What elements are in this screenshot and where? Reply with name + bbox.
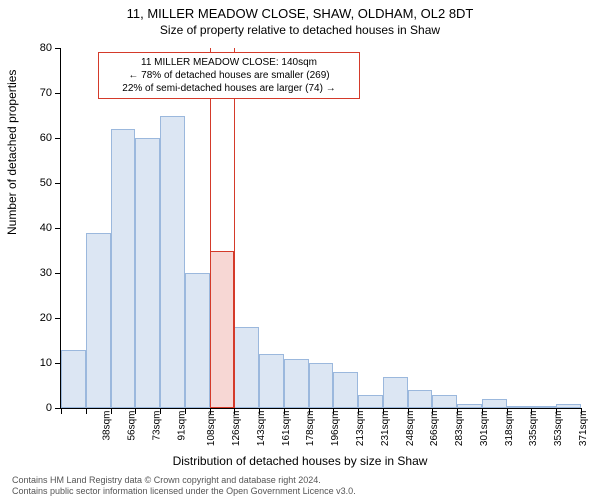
x-tick-label: 248sqm <box>405 411 416 447</box>
histogram-bar <box>309 363 334 408</box>
x-tick-label: 318sqm <box>504 411 515 447</box>
histogram-bar <box>234 327 259 408</box>
y-tick <box>55 273 61 274</box>
x-tick <box>383 408 384 414</box>
x-tick <box>531 408 532 414</box>
histogram-bar <box>86 233 111 409</box>
histogram-bar <box>185 273 210 408</box>
x-tick-label: 143sqm <box>256 411 267 447</box>
x-tick <box>160 408 161 414</box>
x-tick <box>284 408 285 414</box>
x-tick-label: 126sqm <box>231 411 242 447</box>
x-tick <box>482 408 483 414</box>
x-tick-label: 38sqm <box>102 411 113 441</box>
y-tick <box>55 183 61 184</box>
x-tick <box>556 408 557 414</box>
x-tick <box>581 408 582 414</box>
x-tick <box>457 408 458 414</box>
x-tick <box>358 408 359 414</box>
histogram-bar <box>482 399 507 408</box>
x-axis-title: Distribution of detached houses by size … <box>0 454 600 468</box>
x-tick-label: 371sqm <box>578 411 589 447</box>
histogram-bar <box>259 354 284 408</box>
y-tick <box>55 228 61 229</box>
histogram-bar <box>457 404 482 409</box>
histogram-bar <box>284 359 309 409</box>
x-tick <box>309 408 310 414</box>
histogram-bar <box>160 116 185 409</box>
x-tick <box>259 408 260 414</box>
marker-line <box>210 48 211 408</box>
x-tick-label: 108sqm <box>207 411 218 447</box>
x-tick <box>86 408 87 414</box>
plot-area: 38sqm56sqm73sqm91sqm108sqm126sqm143sqm16… <box>60 48 581 409</box>
x-tick-label: 266sqm <box>429 411 440 447</box>
x-tick-label: 335sqm <box>528 411 539 447</box>
x-tick <box>333 408 334 414</box>
x-tick-label: 213sqm <box>355 411 366 447</box>
x-tick <box>61 408 62 414</box>
y-tick-label: 60 <box>32 132 52 144</box>
x-tick <box>111 408 112 414</box>
y-tick-label: 50 <box>32 177 52 189</box>
x-tick-label: 161sqm <box>281 411 292 447</box>
histogram-bar <box>507 406 532 408</box>
footer-line1: Contains HM Land Registry data © Crown c… <box>12 475 356 486</box>
chart-title: 11, MILLER MEADOW CLOSE, SHAW, OLDHAM, O… <box>0 6 600 21</box>
annotation-box: 11 MILLER MEADOW CLOSE: 140sqm ← 78% of … <box>98 52 360 99</box>
histogram-bar <box>333 372 358 408</box>
y-tick-label: 10 <box>32 357 52 369</box>
y-tick-label: 40 <box>32 222 52 234</box>
histogram-bar <box>111 129 136 408</box>
highlighted-bar <box>210 251 235 409</box>
x-tick <box>234 408 235 414</box>
x-tick-label: 73sqm <box>151 411 162 441</box>
histogram-bar <box>432 395 457 409</box>
y-tick <box>55 48 61 49</box>
x-tick-label: 196sqm <box>330 411 341 447</box>
histogram-bar <box>531 406 556 408</box>
x-tick <box>135 408 136 414</box>
histogram-bar <box>556 404 581 409</box>
x-tick-label: 353sqm <box>553 411 564 447</box>
annotation-line2: ← 78% of detached houses are smaller (26… <box>105 69 353 82</box>
x-tick <box>432 408 433 414</box>
y-tick-label: 30 <box>32 267 52 279</box>
histogram-bar <box>408 390 433 408</box>
y-axis-title: Number of detached properties <box>5 70 19 235</box>
x-tick <box>210 408 211 414</box>
annotation-line1: 11 MILLER MEADOW CLOSE: 140sqm <box>105 56 353 69</box>
x-tick-label: 178sqm <box>306 411 317 447</box>
histogram-bar <box>61 350 86 409</box>
footer-text: Contains HM Land Registry data © Crown c… <box>12 475 356 497</box>
x-tick <box>408 408 409 414</box>
histogram-bar <box>383 377 408 409</box>
x-tick-label: 91sqm <box>176 411 187 441</box>
y-tick-label: 70 <box>32 87 52 99</box>
x-tick <box>185 408 186 414</box>
chart-subtitle: Size of property relative to detached ho… <box>0 23 600 37</box>
y-tick <box>55 318 61 319</box>
y-tick-label: 0 <box>32 402 52 414</box>
histogram-bar <box>135 138 160 408</box>
x-tick-label: 231sqm <box>380 411 391 447</box>
footer-line2: Contains public sector information licen… <box>12 486 356 497</box>
x-tick-label: 56sqm <box>127 411 138 441</box>
histogram-bar <box>358 395 383 409</box>
annotation-line3: 22% of semi-detached houses are larger (… <box>105 82 353 95</box>
chart-container: 11, MILLER MEADOW CLOSE, SHAW, OLDHAM, O… <box>0 0 600 500</box>
x-tick-label: 283sqm <box>454 411 465 447</box>
y-tick <box>55 93 61 94</box>
x-tick <box>507 408 508 414</box>
x-tick-label: 301sqm <box>479 411 490 447</box>
y-tick <box>55 138 61 139</box>
y-tick-label: 80 <box>32 42 52 54</box>
marker-line <box>234 48 235 408</box>
y-tick-label: 20 <box>32 312 52 324</box>
